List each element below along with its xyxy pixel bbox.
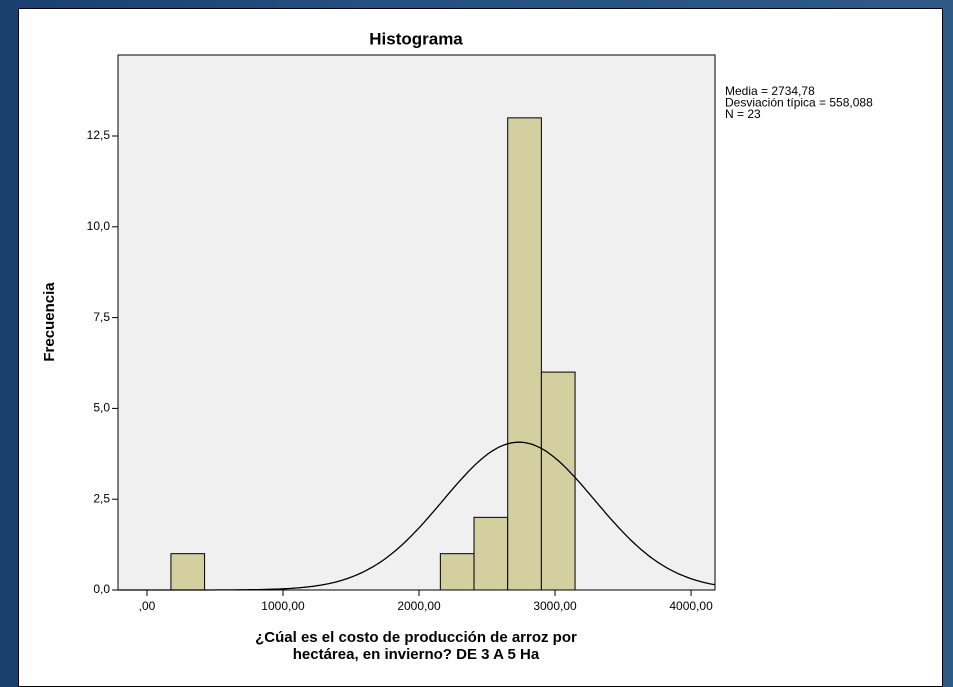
- x-tick-label: ,00: [139, 599, 156, 613]
- stat-label: N = 23: [725, 107, 761, 121]
- bar: [508, 118, 542, 590]
- plot-area: [118, 55, 715, 590]
- y-tick-label: 7,5: [93, 310, 110, 324]
- x-axis-label: ¿Cúal es el costo de producción de arroz…: [255, 629, 577, 646]
- page: {"chart_data": {"type": "histogram", "ti…: [0, 0, 953, 687]
- bar: [440, 554, 474, 590]
- y-axis-label: Frecuencia: [41, 282, 58, 362]
- bar: [474, 517, 508, 590]
- x-tick-label: 3000,00: [533, 599, 577, 613]
- y-tick-label: 2,5: [93, 491, 110, 505]
- y-tick-label: 0,0: [93, 582, 110, 596]
- chart: Histograma Frecuencia ¿Cúal es el costo …: [0, 0, 953, 687]
- x-tick-label: 1000,00: [261, 599, 305, 613]
- y-tick-label: 10,0: [87, 219, 111, 233]
- x-axis-label: hectárea, en invierno? DE 3 A 5 Ha: [293, 646, 540, 663]
- bar: [171, 554, 205, 590]
- y-tick-label: 12,5: [87, 128, 111, 142]
- x-tick-label: 4000,00: [669, 599, 713, 613]
- chart-title: Histograma: [369, 29, 463, 48]
- x-tick-label: 2000,00: [397, 599, 441, 613]
- bar: [541, 372, 575, 590]
- y-tick-label: 5,0: [93, 401, 110, 415]
